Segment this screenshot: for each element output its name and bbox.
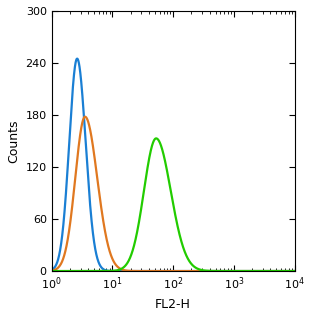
Y-axis label: Counts: Counts [7, 119, 20, 163]
X-axis label: FL2-H: FL2-H [155, 298, 191, 311]
